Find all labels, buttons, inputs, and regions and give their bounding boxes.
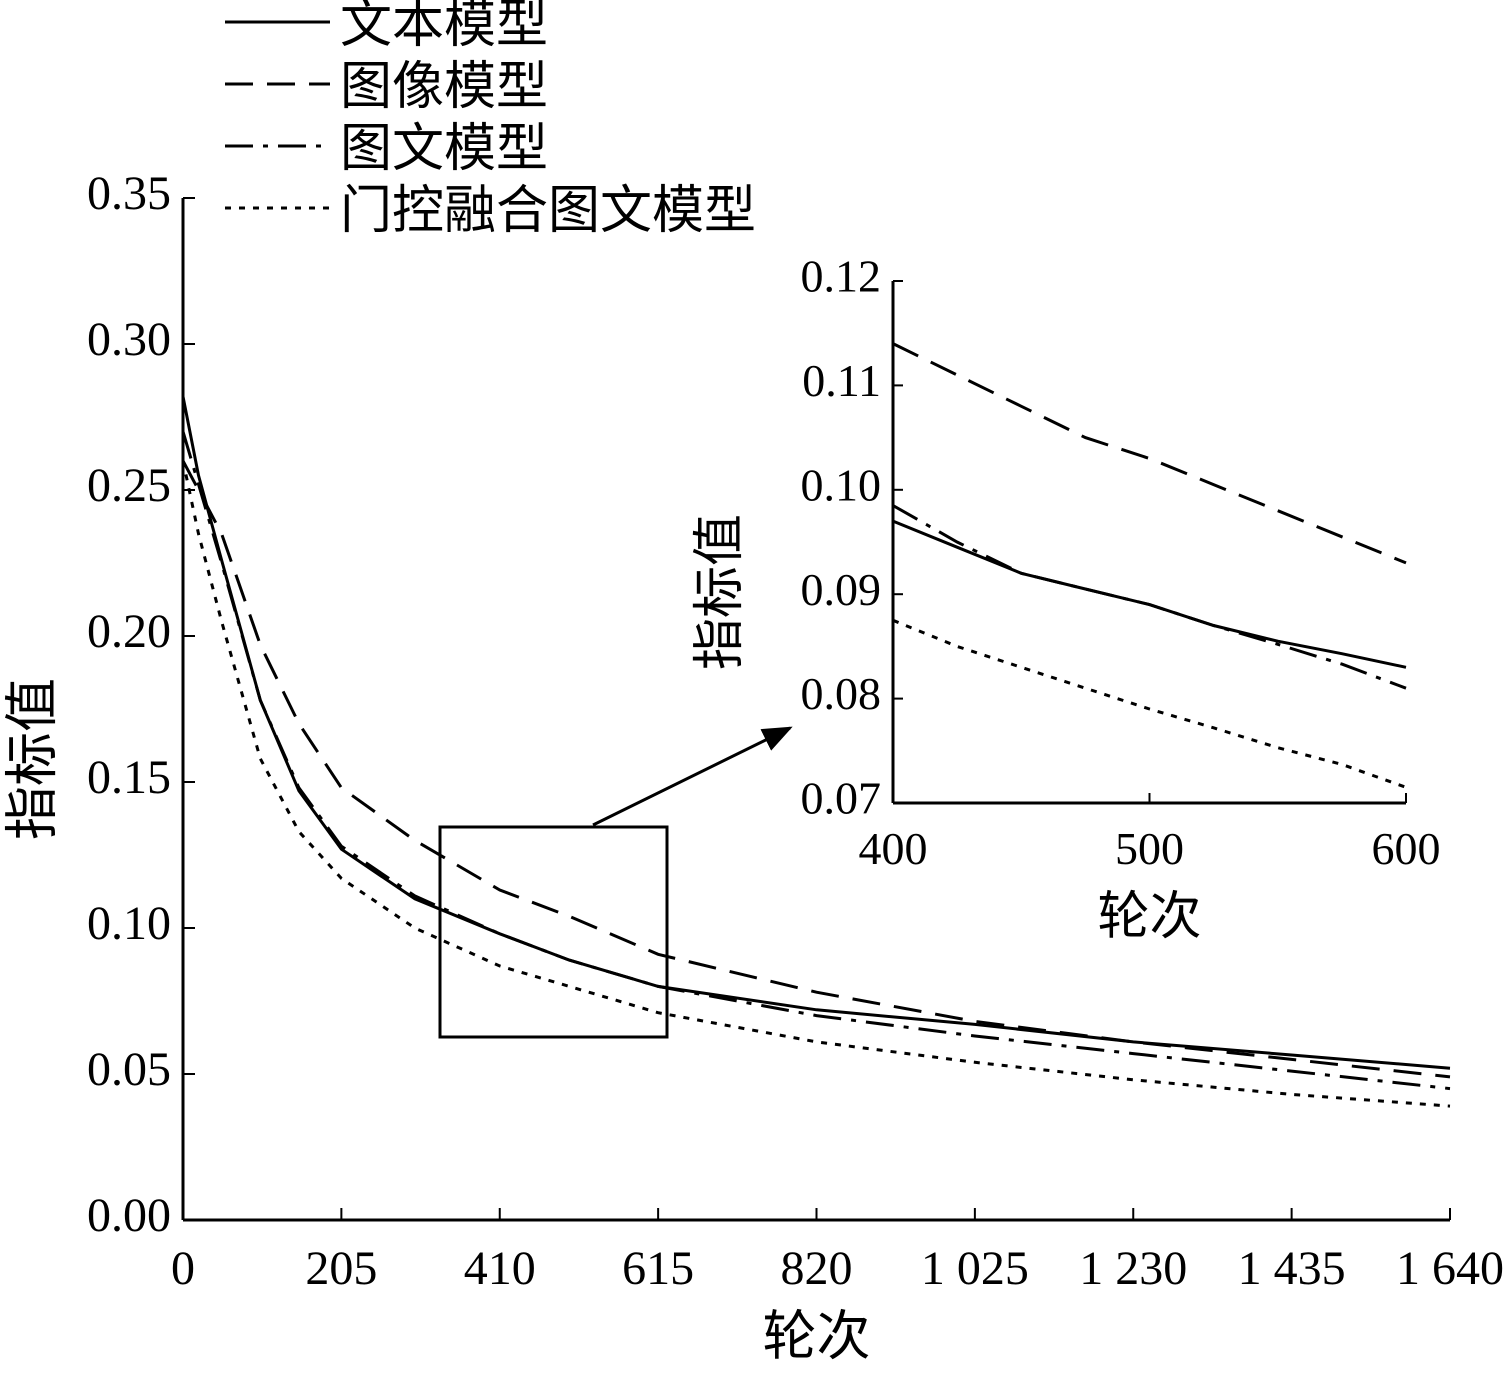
- x-tick-label: 600: [1372, 823, 1441, 874]
- y-tick-label: 0.12: [801, 251, 882, 302]
- line: [181, 431, 1451, 1091]
- x-axis-label: 轮次: [1097, 889, 1201, 946]
- y-tick-label: 0.20: [87, 605, 171, 658]
- legend-label: 图像模型: [340, 59, 548, 116]
- y-axis-label: 指标值: [692, 514, 749, 670]
- y-axis-label: 指标值: [2, 678, 62, 840]
- x-tick-label: 205: [305, 1242, 377, 1295]
- y-tick-label: 0.25: [87, 459, 171, 512]
- legend-label: 门控融合图文模型: [340, 183, 756, 240]
- x-tick-label: 1 640: [1396, 1242, 1504, 1295]
- line: [181, 460, 1451, 1079]
- y-tick-label: 0.35: [87, 167, 171, 220]
- y-tick-label: 0.08: [801, 668, 882, 719]
- zoom-arrow: [592, 726, 793, 827]
- zoom-box: [438, 825, 669, 1039]
- line: [892, 504, 1407, 690]
- x-tick-label: 1 025: [921, 1242, 1029, 1295]
- x-tick-label: 615: [622, 1242, 694, 1295]
- y-tick-label: 0.10: [801, 459, 882, 510]
- x-tick-label: 1 230: [1079, 1242, 1187, 1295]
- y-tick-label: 0.00: [87, 1189, 171, 1242]
- line: [892, 618, 1407, 789]
- y-tick-label: 0.05: [87, 1043, 171, 1096]
- x-tick-label: 0: [171, 1242, 195, 1295]
- x-tick-label: 400: [859, 823, 928, 874]
- y-tick-label: 0.10: [87, 897, 171, 950]
- line: [181, 460, 1451, 1108]
- y-tick-label: 0.07: [801, 773, 882, 824]
- x-tick-label: 500: [1115, 823, 1184, 874]
- y-tick-label: 0.11: [802, 355, 881, 406]
- line: [892, 519, 1407, 669]
- legend-label: 图文模型: [340, 121, 548, 178]
- legend-label: 文本模型: [340, 0, 548, 54]
- y-tick-label: 0.15: [87, 751, 171, 804]
- x-tick-label: 1 435: [1238, 1242, 1346, 1295]
- line: [892, 342, 1407, 565]
- x-tick-label: 820: [781, 1242, 853, 1295]
- x-tick-label: 410: [464, 1242, 536, 1295]
- y-tick-label: 0.09: [801, 564, 882, 615]
- x-axis-label: 轮次: [763, 1306, 871, 1366]
- y-tick-label: 0.30: [87, 313, 171, 366]
